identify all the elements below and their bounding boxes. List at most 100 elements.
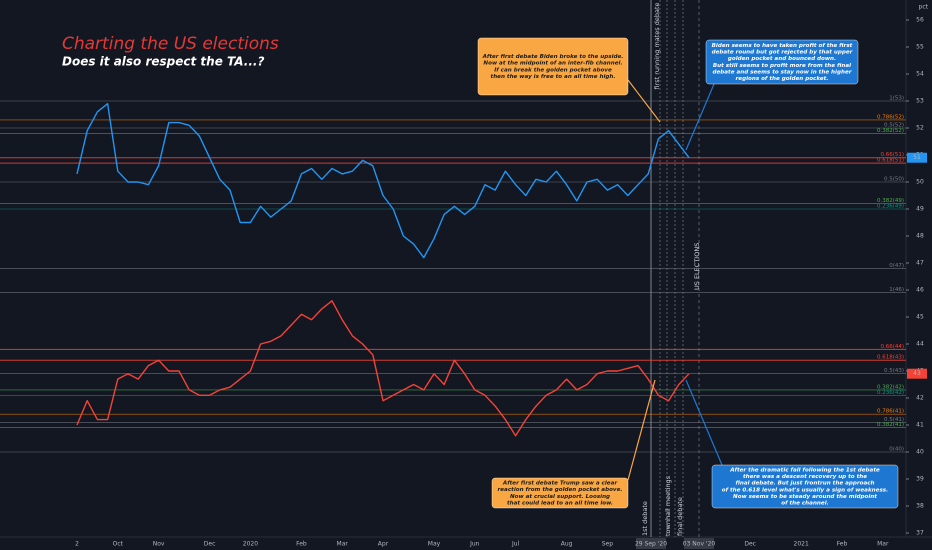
fib-level-label: 0(47) [889, 263, 904, 269]
y-tick-label: 44 [916, 341, 924, 348]
annotation-text: If can break the golden pocket above [494, 67, 612, 73]
y-tick-label: 50 [916, 179, 924, 186]
fib-level-label: 0.66(44) [880, 344, 904, 350]
crosshair-label-bg [684, 538, 714, 549]
y-tick-label: 55 [916, 44, 924, 51]
series-line [76, 300, 690, 437]
y-tick-label: 46 [916, 287, 924, 294]
annotation-text: Now at the midpoint of an inter-fib chan… [483, 61, 622, 67]
annotation-arrow [685, 83, 715, 151]
annotation-text: regions of the golden pocket. [736, 76, 829, 82]
y-tick-label: 37 [916, 530, 924, 537]
fib-level-label: 0.236(49) [877, 204, 904, 210]
fib-level-label: 0.382(49) [877, 198, 904, 204]
price-label: 51 [913, 154, 921, 161]
fib-level-label: 0.5(43) [884, 368, 904, 374]
x-tick-label: 2020 [243, 541, 258, 548]
event-label: US ELECTIONS [693, 243, 701, 290]
y-tick-label: 53 [916, 98, 924, 105]
annotation-box [477, 37, 629, 96]
x-tick-label: Apr [378, 541, 389, 548]
annotation-text: Biden seems to have taken profit of the … [712, 43, 853, 49]
annotation-text: there was a descent recovery up to the [743, 474, 867, 480]
event-label: first running mates debate [653, 2, 661, 89]
annotation-text: Now seems to be steady around the midpoi… [733, 494, 877, 500]
fib-level-label: 0.382(41) [877, 422, 904, 428]
x-tick-label: Oct [113, 541, 124, 548]
annotation-arrow [685, 379, 723, 466]
x-tick-label: Dec [744, 541, 756, 548]
fib-level-label: 0.618(43) [877, 355, 904, 361]
fib-level-label: 0.5(41) [884, 417, 904, 423]
annotation-text: of the 0.618 level what's usually a sign… [722, 487, 889, 493]
annotation-text: After first debate Trump saw a clear [502, 481, 619, 487]
x-tick-label: Feb [296, 541, 307, 548]
fib-level-label: 0.786(52) [877, 114, 904, 120]
annotation-text: of the channel. [781, 501, 829, 507]
annotation-text: final debate. But just frontrun the appr… [735, 481, 874, 487]
fib-level-label: 1(46) [889, 287, 904, 293]
y-tick-label: 48 [916, 233, 924, 240]
crosshair-label: 29 Sep '20 [635, 541, 667, 548]
fib-level-label: 1(53) [889, 96, 904, 102]
x-tick-label: 2 [75, 541, 79, 548]
x-tick-label: Mar [337, 541, 349, 548]
price-label: 43 [913, 370, 921, 377]
series-line [76, 103, 690, 259]
event-label: final debate [676, 497, 684, 536]
annotation-text: debate and seems to stay now in the high… [712, 69, 852, 75]
x-tick-label: Jun [469, 541, 480, 548]
y-tick-label: 39 [916, 476, 924, 483]
fib-level-label: 0.382(42) [877, 384, 904, 390]
y-tick-label: 56 [916, 17, 924, 24]
fib-level-label: 0.382(52) [877, 128, 904, 134]
annotation-text: But still seems to profit more from the … [713, 63, 851, 69]
fib-level-label: 0(40) [889, 447, 904, 453]
annotation-text: After the dramatic fall following the 1s… [729, 468, 880, 474]
annotation-box [491, 477, 629, 509]
annotation-arrow [627, 79, 661, 123]
y-unit: pct [919, 4, 929, 11]
chart-subtitle: Does it also respect the TA...? [62, 55, 264, 69]
y-tick-label: 40 [916, 449, 924, 456]
fib-level-label: 0.236(42) [877, 390, 904, 396]
x-tick-label: Feb [837, 541, 848, 548]
fib-level-label: 0.5(50) [884, 177, 904, 183]
annotation-text: debate round but got rejected by that up… [712, 50, 854, 56]
annotation-text: Now at crucial support. Loosing [510, 494, 610, 500]
y-tick-label: 41 [916, 422, 924, 429]
x-tick-label: Nov [153, 541, 165, 548]
fib-level-label: 0.618(51) [877, 158, 904, 164]
event-label: 1st debate [641, 501, 649, 536]
x-tick-label: Mar [877, 541, 889, 548]
fib-level-label: 0.5(52) [884, 123, 904, 129]
chart-title: Charting the US elections [62, 34, 279, 54]
crosshair-label-bg [636, 538, 666, 549]
fib-level-label: 0.786(41) [877, 409, 904, 415]
x-tick-label: 2021 [794, 541, 809, 548]
annotation-text: that could lead to an all time low. [507, 500, 613, 506]
x-tick-label: Aug [561, 541, 573, 548]
price-label-bg [907, 152, 927, 163]
annotation-box [705, 39, 859, 85]
y-tick-label: 49 [916, 206, 924, 213]
event-label: townhall meetings [664, 475, 672, 536]
annotation-text: then the way is free to an all time high… [491, 74, 616, 80]
price-label-bg [907, 368, 927, 379]
annotation-box [711, 464, 899, 509]
x-tick-label: May [428, 541, 441, 548]
x-tick-label: Jul [511, 541, 520, 548]
annotation-text: After first debate Biden broke to the up… [482, 54, 624, 60]
y-tick-label: 38 [916, 503, 924, 510]
x-tick-label: Sep [602, 541, 614, 548]
y-tick-label: 52 [916, 125, 924, 132]
fib-level-label: 0.66(51) [880, 152, 904, 158]
y-tick-label: 42 [916, 395, 924, 402]
y-tick-label: 45 [916, 314, 924, 321]
crosshair-label: 03 Nov '20 [683, 541, 716, 548]
annotation-text: reaction from the golden pocket above. [498, 487, 623, 493]
x-tick-label: Dec [204, 541, 216, 548]
annotation-text: golden pocket and bounced down. [728, 56, 836, 62]
y-tick-label: 54 [916, 71, 924, 78]
